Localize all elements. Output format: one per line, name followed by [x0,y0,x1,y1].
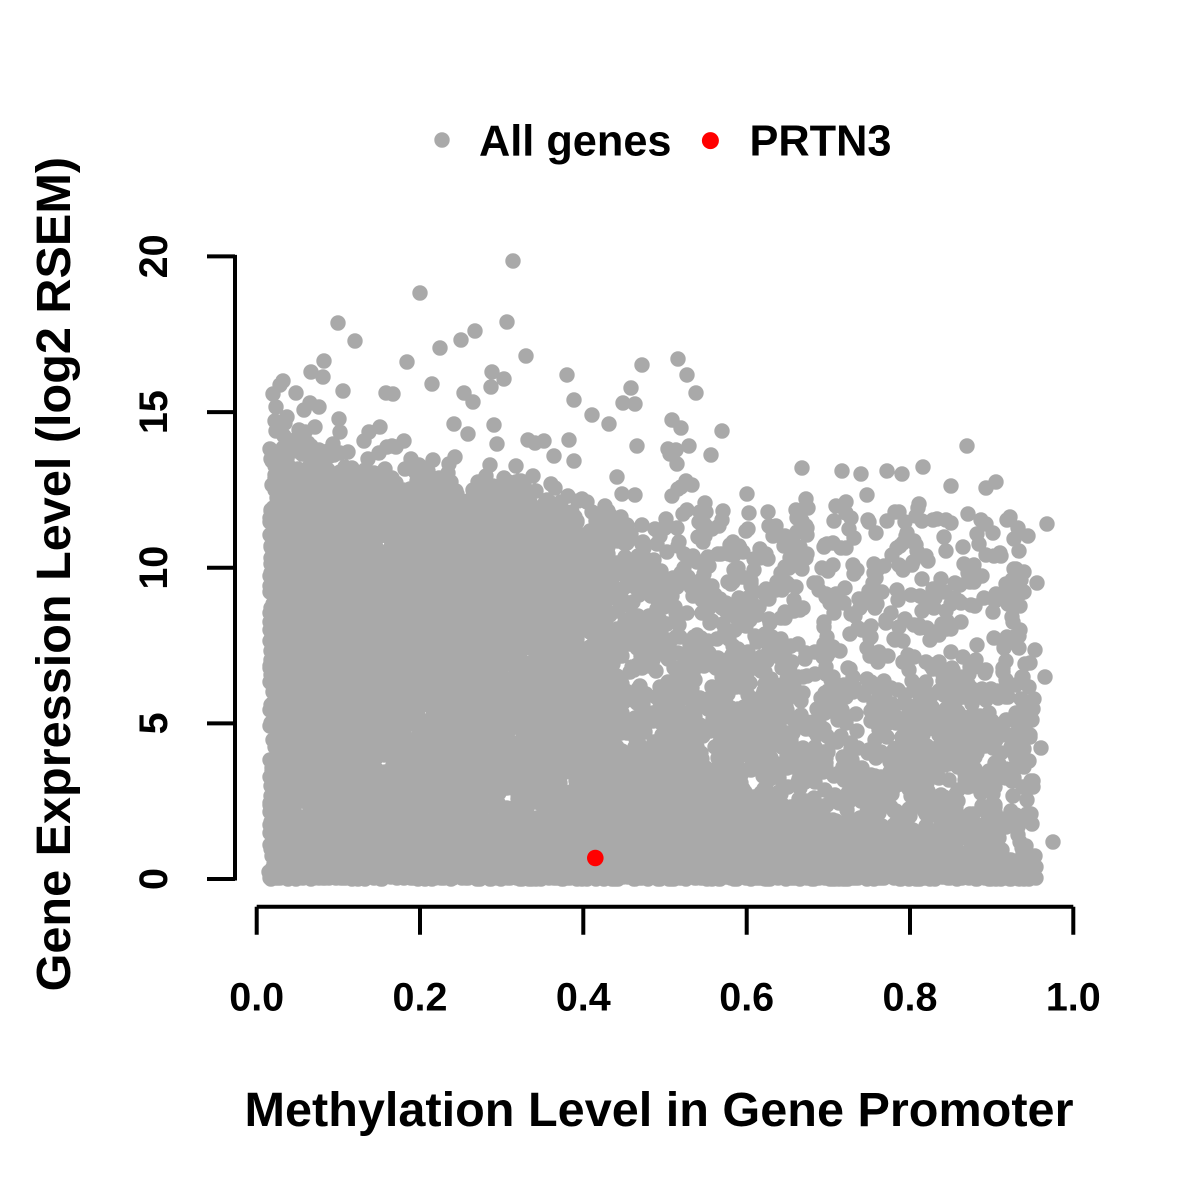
svg-text:10: 10 [132,546,176,590]
svg-text:0.4: 0.4 [556,976,611,1020]
svg-text:0.2: 0.2 [393,976,448,1020]
svg-text:0.6: 0.6 [719,976,774,1020]
svg-text:15: 15 [132,390,176,434]
svg-text:0: 0 [132,868,176,890]
svg-text:5: 5 [132,712,176,734]
svg-text:PRTN3: PRTN3 [750,118,892,166]
svg-text:0.8: 0.8 [883,976,938,1020]
svg-text:1.0: 1.0 [1046,976,1101,1020]
svg-text:20: 20 [132,234,176,278]
svg-text:Methylation Level in Gene Prom: Methylation Level in Gene Promoter [245,1083,1074,1137]
svg-text:0.0: 0.0 [229,976,284,1020]
svg-text:Gene Expression Level (log2 RS: Gene Expression Level (log2 RSEM) [27,157,81,991]
svg-text:All genes: All genes [479,118,672,166]
